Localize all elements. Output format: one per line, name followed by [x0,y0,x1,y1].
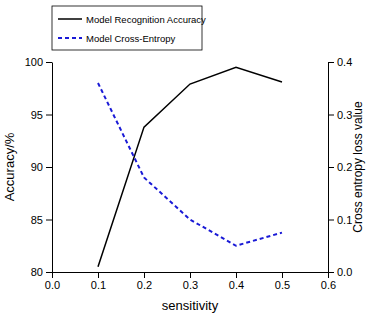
tick-label: 0.0 [337,266,352,278]
tick-mark [46,62,52,63]
tick-label: 80 [31,266,43,278]
tick-label: 0.2 [337,161,352,173]
y-axis-title: Accuracy/% [2,132,17,201]
tick: 0.1 [91,272,106,291]
tick-label: 0.4 [337,56,352,68]
tick-mark [46,115,52,116]
tick-mark [236,272,237,278]
y2-axis: 0.0 0.1 0.2 0.3 0.4 [328,56,352,278]
tick-mark [328,62,334,63]
tick-label: 85 [31,214,43,226]
tick-mark [190,272,191,278]
tick-mark [98,272,99,278]
tick: 0.4 [229,272,244,291]
lines [98,67,282,267]
tick: 0.0 [45,272,60,291]
legend: Model Recognition Accuracy Model Cross-En… [52,6,206,50]
tick: 80 [31,266,52,278]
plot-area: 0.00.10.20.30.40.50.6808590951000.00.10.… [25,56,353,291]
tick-label: 0.4 [229,279,244,291]
tick-mark [282,272,283,278]
tick-mark [328,167,334,168]
tick-label: 100 [25,56,43,68]
tick-mark [328,272,334,273]
tick-label: 0.3 [183,279,198,291]
tick: 90 [31,161,52,173]
tick: 85 [31,214,52,226]
axis-line [52,63,53,273]
tick: 0.5 [275,272,290,291]
tick-mark [52,272,53,278]
tick: 0.1 [328,214,352,226]
series-line [98,83,282,246]
tick-mark [46,220,52,221]
tick-label: 95 [31,109,43,121]
legend-swatch [58,37,82,39]
tick: 0.4 [328,56,352,68]
tick-label: 0.1 [337,214,352,226]
y2-axis-title: Cross entropy loss value [351,101,365,233]
tick-label: 0.2 [137,279,152,291]
tick: 0.3 [183,272,198,291]
chart: 0.00.10.20.30.40.50.6808590951000.00.10.… [0,0,368,318]
x-axis: 0.0 0.1 0.2 0.3 0.4 0.5 0.6 [45,272,336,291]
tick: 0.3 [328,109,352,121]
tick-mark [328,220,334,221]
tick-label: 90 [31,161,43,173]
tick-label: 0.5 [275,279,290,291]
tick-mark [144,272,145,278]
tick-mark [328,115,334,116]
tick: 0.6 [321,272,336,291]
tick: 0.2 [137,272,152,291]
tick: 95 [31,109,52,121]
tick-label: 0.0 [45,279,60,291]
y-axis: 80 85 90 95 100 [25,56,53,278]
legend-label: Model Cross-Entropy [86,33,175,44]
tick-label: 0.3 [337,109,352,121]
tick: 0.2 [328,161,352,173]
tick-label: 0.1 [91,279,106,291]
tick-mark [46,167,52,168]
tick-mark [46,272,52,273]
legend-swatch [58,18,82,20]
series-line [98,67,282,267]
tick: 0.0 [328,266,352,278]
legend-label: Model Recognition Accuracy [86,14,206,25]
tick-label: 0.6 [321,279,336,291]
x-axis-title: sensitivity [162,298,219,313]
tick: 100 [25,56,52,68]
